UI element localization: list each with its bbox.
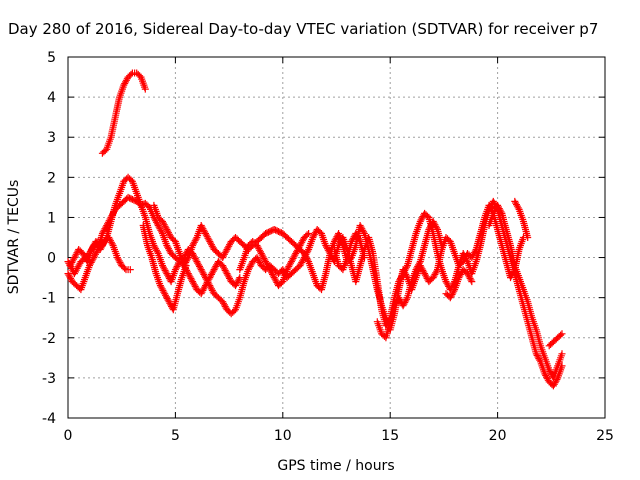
y-axis-label: SDTVAR / TECUs [6, 180, 22, 295]
y-tick-label: 1 [47, 210, 56, 226]
chart-title: Day 280 of 2016, Sidereal Day-to-day VTE… [8, 20, 598, 38]
x-tick-label: 20 [489, 428, 507, 444]
x-tick-label: 5 [171, 428, 180, 444]
plus-marker-series [64, 69, 566, 390]
x-tick-label: 25 [596, 428, 614, 444]
y-tick-label: -2 [42, 331, 56, 347]
y-tick-label: -1 [42, 291, 56, 307]
y-tick-label: 4 [47, 90, 56, 106]
y-tick-label: 5 [47, 50, 56, 66]
data-markers [64, 69, 566, 390]
y-tick-label: -4 [42, 411, 56, 427]
x-tick-label: 10 [274, 428, 292, 444]
y-tick-label: 2 [47, 170, 56, 186]
plot-frame [67, 56, 606, 419]
y-tick-label: 3 [47, 130, 56, 146]
x-tick-label: 0 [64, 428, 73, 444]
x-axis-label: GPS time / hours [277, 458, 394, 474]
axis-ticks: 0 5 10 15 20 25 -4 -3 -2 -1 0 1 2 3 4 5 [42, 50, 614, 444]
y-tick-label: 0 [47, 251, 56, 267]
x-tick-label: 15 [381, 428, 399, 444]
y-tick-label: -3 [42, 371, 56, 387]
